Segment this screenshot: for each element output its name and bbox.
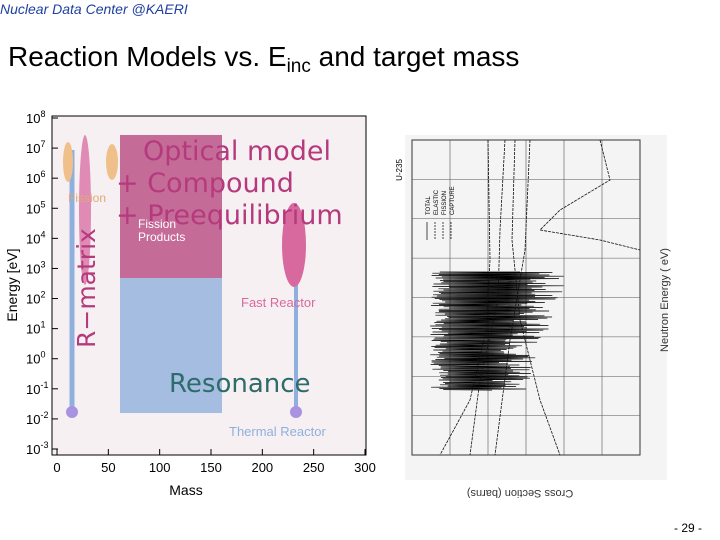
legend-entry: CAPTURE xyxy=(450,186,456,215)
tick-base: 10 xyxy=(26,442,40,457)
y-axis-label: Energy [eV] xyxy=(4,248,20,321)
tick-base: 10 xyxy=(26,111,40,126)
title-main: Reaction Models vs. E xyxy=(8,41,287,72)
title-subscript: inc xyxy=(287,56,311,77)
y-axis-label: Cross Section (barns) xyxy=(467,487,573,499)
header: Nuclear Data Center @KAERI xyxy=(0,1,188,17)
x-tick-label: 250 xyxy=(303,460,325,475)
tick-base: 10 xyxy=(26,201,40,216)
slide-title: Reaction Models vs. Einc and target mass xyxy=(8,41,519,77)
tick-exponent: 1 xyxy=(40,320,45,330)
tick-exponent: -2 xyxy=(40,410,48,420)
region-label: + Compound xyxy=(116,168,294,199)
fast-blob xyxy=(282,203,306,287)
tick-exponent: 7 xyxy=(40,139,45,149)
y-tick-label: 107 xyxy=(26,139,45,156)
tick-base: 10 xyxy=(26,171,40,186)
y-tick-label: 10-2 xyxy=(26,410,48,427)
x-tick-label: 200 xyxy=(251,460,273,475)
y-tick-label: 103 xyxy=(26,259,45,276)
tick-exponent: 5 xyxy=(40,199,45,209)
region-label: Products xyxy=(138,230,185,244)
tick-exponent: -3 xyxy=(40,440,48,450)
region-label: Fast Reactor xyxy=(241,295,316,310)
page-number: - 29 - xyxy=(674,521,702,535)
x-tick-label: 0 xyxy=(53,460,60,475)
x-axis-label: Mass xyxy=(169,482,202,498)
x-tick-label: 100 xyxy=(149,460,171,475)
optical-region xyxy=(120,135,222,278)
tick-base: 10 xyxy=(26,382,40,397)
legend-entry: ELASTIC xyxy=(434,189,440,215)
x-tick-label: 50 xyxy=(101,460,115,475)
tick-exponent: 3 xyxy=(40,259,45,269)
tick-exponent: -1 xyxy=(40,380,48,390)
tick-base: 10 xyxy=(26,352,40,367)
tick-exponent: 6 xyxy=(40,169,45,179)
cross-section-curve xyxy=(539,139,641,251)
tick-base: 10 xyxy=(26,261,40,276)
tick-base: 10 xyxy=(26,292,40,307)
legend-entry: FISSION xyxy=(442,191,448,215)
thermal-point xyxy=(66,406,78,418)
tick-exponent: 2 xyxy=(40,290,45,300)
tick-base: 10 xyxy=(26,412,40,427)
y-tick-label: 101 xyxy=(26,320,45,337)
resonance-region xyxy=(120,278,222,413)
region-label: + Preequilibrium xyxy=(116,200,343,231)
tick-base: 10 xyxy=(26,141,40,156)
cross-section-figure: U-235 Neutron Energy ( eV) Cross Section… xyxy=(395,135,671,499)
energy-mass-figure: Optical model + Compound + Preequilibriu… xyxy=(4,109,376,498)
region-label: Fission xyxy=(138,217,176,231)
legend-entry: TOTAL xyxy=(426,196,432,215)
cross-section-curve xyxy=(469,139,506,456)
tick-base: 10 xyxy=(26,322,40,337)
y-tick-label: 10-3 xyxy=(26,440,48,457)
cross-section-curve xyxy=(511,139,561,456)
tick-base: 10 xyxy=(26,231,40,246)
y-tick-label: 106 xyxy=(26,169,45,186)
tick-exponent: 8 xyxy=(40,109,45,119)
y-tick-label: 104 xyxy=(26,229,45,246)
cross-section-curve xyxy=(439,139,491,456)
fission-blob xyxy=(79,135,91,285)
tick-exponent: 0 xyxy=(40,350,45,360)
tick-exponent: 4 xyxy=(40,229,45,239)
plot-title: U-235 xyxy=(395,159,404,181)
title-rest: and target mass xyxy=(311,41,520,72)
fission-blob xyxy=(63,142,73,182)
y-tick-label: 100 xyxy=(26,350,45,367)
x-axis-label: Neutron Energy ( eV) xyxy=(659,248,671,352)
y-tick-label: 10-1 xyxy=(26,380,48,397)
region-label: Fission xyxy=(68,191,106,205)
region-label: Thermal Reactor xyxy=(229,424,326,439)
region-label: Optical model xyxy=(143,136,331,167)
x-tick-label: 300 xyxy=(354,460,376,475)
y-tick-label: 108 xyxy=(26,109,45,126)
thermal-point xyxy=(290,406,302,418)
region-label: R−matrix xyxy=(72,228,101,348)
y-tick-label: 102 xyxy=(26,290,45,307)
fission-blob xyxy=(106,144,118,180)
region-label: Resonance xyxy=(169,369,311,399)
y-tick-label: 105 xyxy=(26,199,45,216)
x-tick-label: 150 xyxy=(200,460,222,475)
